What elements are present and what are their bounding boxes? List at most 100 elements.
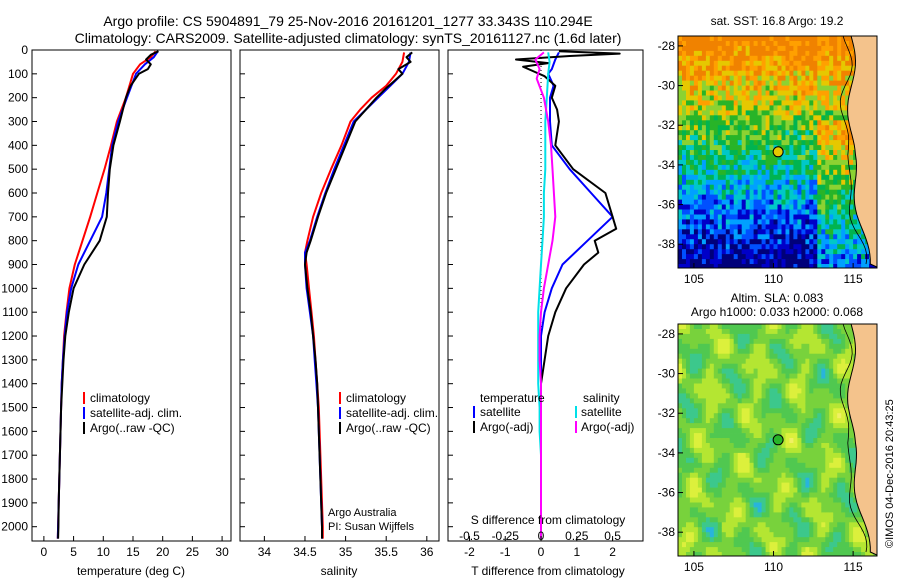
sst-cell	[797, 100, 802, 106]
sla-cell	[682, 408, 687, 414]
sla-cell	[801, 373, 806, 379]
sst-cell	[725, 244, 731, 250]
sla-cell	[853, 502, 858, 508]
sla-cell	[725, 547, 731, 553]
sla-cell	[805, 378, 810, 384]
sst-cell	[781, 65, 786, 72]
sst-cell	[773, 194, 778, 200]
sla-cell	[805, 423, 810, 429]
sla-cell	[689, 338, 695, 345]
sla-cell	[689, 542, 695, 548]
sst-cell	[729, 41, 735, 47]
sla-cell	[717, 502, 723, 508]
sla-cell	[817, 462, 822, 469]
sla-cell	[761, 398, 766, 404]
sst-cell	[701, 259, 707, 265]
sst-cell	[705, 150, 711, 156]
sst-cell	[765, 36, 770, 42]
sla-cell	[713, 428, 719, 434]
sla-cell	[777, 398, 782, 404]
sla-cell	[789, 492, 794, 498]
sla-cell	[813, 373, 818, 379]
sla-cell	[713, 408, 719, 414]
sla-cell	[678, 452, 683, 459]
sla-cell	[849, 482, 854, 488]
sst-cell	[717, 179, 723, 186]
sst-cell	[785, 189, 790, 196]
sla-cell	[717, 378, 723, 384]
sst-cell	[741, 264, 747, 268]
sla-cell	[841, 348, 846, 355]
sst-cell	[753, 244, 758, 250]
sla-cell	[813, 343, 818, 350]
sst-cell	[761, 229, 766, 235]
depth-tick-label: 700	[8, 210, 28, 224]
sst-cell	[733, 169, 739, 176]
sla-cell	[682, 492, 687, 498]
sst-cell	[705, 65, 711, 72]
sst-cell	[705, 259, 711, 265]
sla-cell	[749, 452, 754, 459]
sla-cell	[705, 497, 711, 503]
sst-cell	[769, 50, 774, 57]
sla-cell	[805, 457, 810, 464]
sla-cell	[757, 403, 762, 409]
sst-cell	[829, 50, 834, 57]
sla-cell	[721, 438, 727, 444]
sla-cell	[745, 537, 751, 543]
sla-cell	[705, 413, 711, 419]
sst-cell	[789, 115, 794, 121]
sla-cell	[857, 527, 862, 533]
sla-cell	[833, 358, 838, 365]
sst-cell	[833, 70, 838, 77]
sla-cell	[817, 552, 822, 556]
sla-cell	[721, 368, 727, 374]
sst-cell	[678, 194, 683, 200]
sla-cell	[701, 398, 707, 404]
sst-cell	[809, 80, 814, 86]
sla-cell	[741, 482, 747, 488]
sst-cell	[686, 65, 691, 72]
sst-cell	[713, 95, 719, 101]
sst-cell	[761, 70, 766, 77]
sst-cell	[817, 174, 822, 181]
sst-cell	[821, 234, 826, 240]
sla-cell	[821, 487, 826, 493]
sst-cell	[833, 55, 838, 62]
sst-cell	[777, 90, 782, 96]
sst-cell	[829, 209, 834, 215]
sst-cell	[709, 164, 715, 171]
sla-cell	[765, 353, 770, 360]
sla-cell	[697, 333, 703, 340]
sla-cell	[678, 447, 683, 454]
sst-cell	[829, 169, 834, 176]
sla-cell	[837, 522, 842, 528]
sst-cell	[801, 45, 806, 52]
sla-cell	[749, 373, 754, 379]
sst-cell	[693, 55, 699, 62]
sla-cell	[765, 388, 770, 394]
sst-cell	[761, 244, 766, 250]
sst-cell	[678, 169, 683, 176]
sst-cell	[697, 229, 703, 235]
sla-cell	[853, 532, 858, 538]
sst-cell	[769, 239, 774, 245]
sst-cell	[849, 140, 854, 146]
sla-cell	[697, 522, 703, 528]
sla-cell	[697, 457, 703, 464]
sla-cell	[785, 393, 790, 399]
sst-cell	[749, 100, 754, 106]
sla-cell	[717, 497, 723, 503]
sla-cell	[709, 368, 715, 374]
sst-cell	[809, 115, 814, 121]
sla-cell	[733, 467, 739, 474]
sla-cell	[841, 457, 846, 464]
sst-cell	[789, 194, 794, 200]
sla-cell	[809, 398, 814, 404]
sst-cell	[813, 130, 818, 136]
sst-cell	[813, 174, 818, 181]
sla-cell	[761, 467, 766, 474]
sla-cell	[689, 403, 695, 409]
sst-cell	[789, 209, 794, 215]
sst-cell	[813, 75, 818, 82]
